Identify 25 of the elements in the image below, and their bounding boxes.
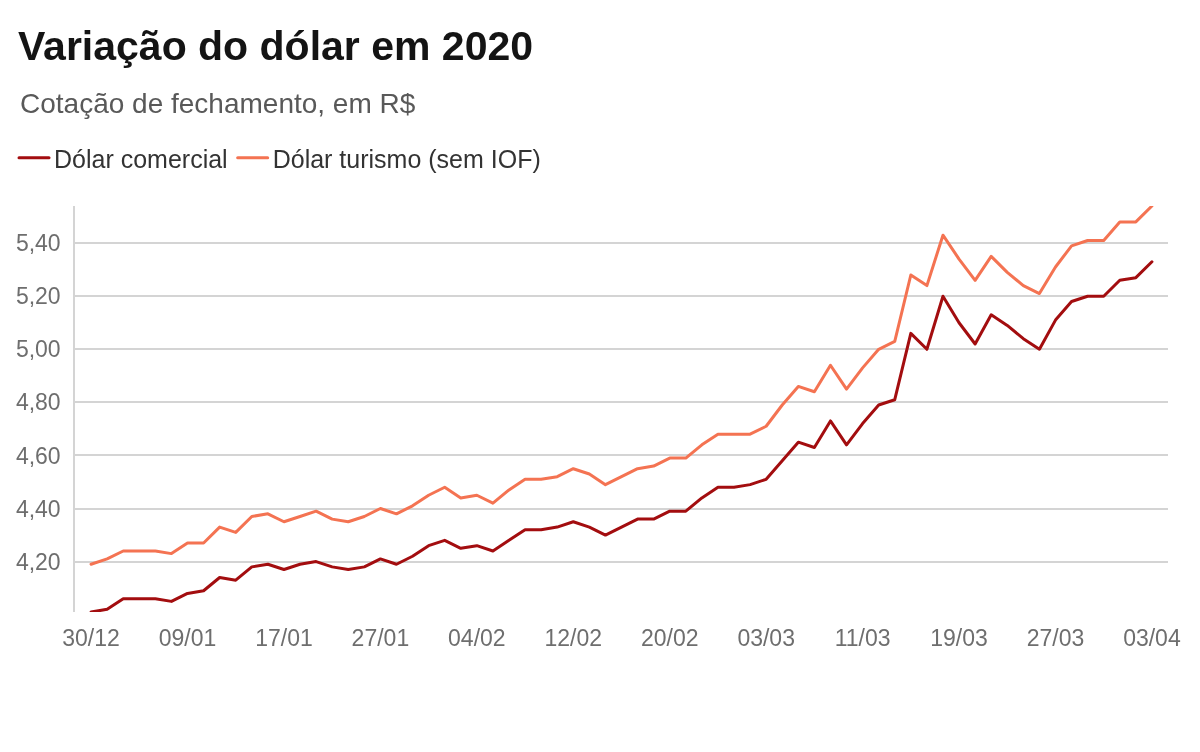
y-tick-label: 5,20 [15,283,61,310]
x-tick-label: 12/02 [544,625,603,651]
chart-title: Variação do dólar em 2020 [18,23,534,70]
y-tick-label: 4,60 [15,442,61,469]
chart-subtitle: Cotação de fechamento, em R$ [20,88,416,119]
x-tick-label: 04/02 [448,625,506,651]
line-series [89,206,1154,566]
x-tick-label: 20/02 [640,625,699,651]
y-tick-label: 4,80 [15,389,61,416]
x-tick-label: 03/04 [1123,625,1181,651]
line-series [89,260,1154,612]
x-tick-label: 11/03 [834,625,891,651]
x-tick-label: 27/03 [1026,625,1085,651]
x-tick-label: 03/03 [737,625,795,651]
y-tick-label: 4,20 [15,548,61,575]
x-tick-label: 19/03 [930,625,988,651]
y-tick-label: 5,00 [15,336,61,363]
legend-label: Dólar turismo (sem IOF) [272,144,541,173]
legend-label: Dólar comercial [54,144,228,173]
x-tick-label: 17/01 [255,625,313,651]
y-tick-label: 5,40 [15,230,61,257]
x-tick-label: 27/01 [351,625,410,651]
x-tick-label: 09/01 [158,625,217,651]
y-tick-label: 4,40 [15,495,61,522]
x-tick-label: 30/12 [62,625,120,651]
